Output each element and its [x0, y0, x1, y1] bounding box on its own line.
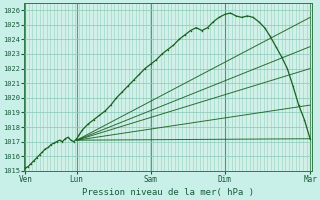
X-axis label: Pression niveau de la mer( hPa ): Pression niveau de la mer( hPa ): [82, 188, 254, 197]
